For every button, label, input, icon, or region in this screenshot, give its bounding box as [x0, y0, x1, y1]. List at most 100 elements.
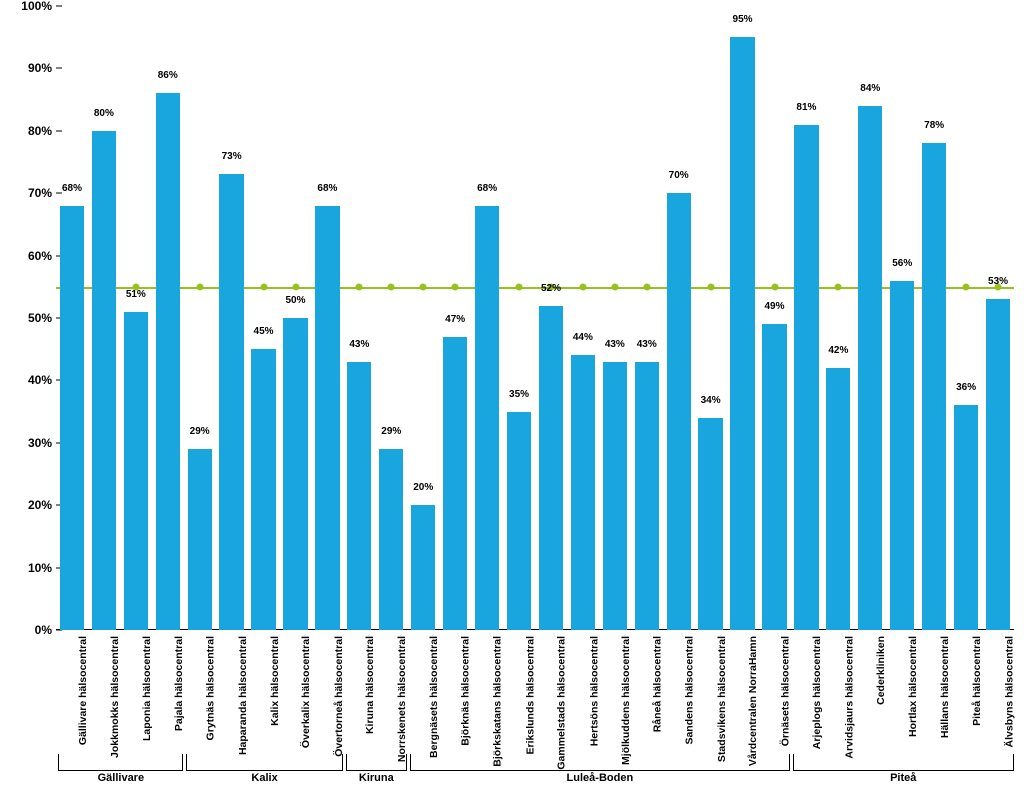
group-label: Kalix: [187, 772, 342, 784]
x-axis-labels: Gällivare hälsocentralJokkmokks hälsocen…: [56, 636, 1014, 752]
x-tick-label: Övertorneå hälsocentral: [332, 636, 344, 757]
x-tick-label: Hortlax hälsocentral: [907, 636, 919, 737]
x-tick-label: Örnäsets hälsocentral: [780, 636, 792, 746]
bar-slot: 36%: [950, 6, 982, 630]
bar-slot: 68%: [471, 6, 503, 630]
bar: [986, 299, 1010, 630]
y-tick-label: 0%: [0, 623, 52, 637]
bar-value-label: 43%: [631, 339, 663, 350]
group-label: Kiruna: [347, 772, 406, 784]
bar: [315, 206, 339, 630]
group-bracket: Piteå: [793, 754, 1014, 771]
bar: [954, 405, 978, 630]
bar-value-label: 49%: [759, 301, 791, 312]
bar-slot: 43%: [343, 6, 375, 630]
x-tick-label: Hällans hälsocentral: [939, 636, 951, 738]
y-tick-label: 90%: [0, 61, 52, 75]
group-bracket: Gällivare: [58, 754, 183, 771]
group-bracket: Luleå-Boden: [410, 754, 791, 771]
x-tick-label: Norrskenets hälsocentral: [396, 636, 408, 762]
bar-slot: 56%: [886, 6, 918, 630]
x-tick-label: Arvidsjaurs hälsocentral: [843, 636, 855, 759]
bar: [188, 449, 212, 630]
bar: [539, 306, 563, 630]
y-tick-label: 70%: [0, 186, 52, 200]
bar-slot: 81%: [790, 6, 822, 630]
bar-slot: 29%: [375, 6, 407, 630]
bar-slot: 34%: [695, 6, 727, 630]
bar-value-label: 29%: [184, 426, 216, 437]
bar-slot: 51%: [120, 6, 152, 630]
bar: [443, 337, 467, 630]
bar-value-label: 68%: [311, 183, 343, 194]
bar-slot: 29%: [184, 6, 216, 630]
bar-slot: 47%: [439, 6, 471, 630]
bar-value-label: 51%: [120, 289, 152, 300]
bar: [794, 125, 818, 630]
x-tick-label: Kiruna hälsocentral: [364, 636, 376, 734]
bar: [283, 318, 307, 630]
bar-slot: 52%: [535, 6, 567, 630]
bar: [347, 362, 371, 630]
x-tick-label: Vårdcentralen NorraHamn: [748, 636, 760, 766]
bar-value-label: 68%: [471, 183, 503, 194]
bar-value-label: 43%: [599, 339, 631, 350]
bar: [890, 281, 914, 630]
bar: [667, 193, 691, 630]
y-tick-label: 40%: [0, 373, 52, 387]
bar: [826, 368, 850, 630]
bar-slot: 70%: [663, 6, 695, 630]
bar-slot: 86%: [152, 6, 184, 630]
bar: [124, 312, 148, 630]
bar-value-label: 78%: [918, 120, 950, 131]
bar-value-label: 52%: [535, 283, 567, 294]
bar-value-label: 44%: [567, 332, 599, 343]
y-tick-label: 100%: [0, 0, 52, 13]
y-tick-label: 10%: [0, 561, 52, 575]
y-tick-label: 60%: [0, 249, 52, 263]
group-bracket: Kiruna: [346, 754, 407, 771]
bar-value-label: 36%: [950, 382, 982, 393]
bar-value-label: 68%: [56, 183, 88, 194]
bar: [571, 355, 595, 630]
bar-value-label: 42%: [822, 345, 854, 356]
x-tick-label: Grytnäs hälsocentral: [205, 636, 217, 740]
bar: [379, 449, 403, 630]
bar-value-label: 20%: [407, 482, 439, 493]
bar: [922, 143, 946, 630]
bar-value-label: 29%: [375, 426, 407, 437]
bar-value-label: 35%: [503, 389, 535, 400]
bar: [507, 412, 531, 630]
bar-slot: 43%: [599, 6, 631, 630]
group-label: Gällivare: [59, 772, 182, 784]
group-label: Piteå: [794, 772, 1013, 784]
x-tick-label: Laponia hälsocentral: [141, 636, 153, 741]
bar-slot: 80%: [88, 6, 120, 630]
y-tick-label: 80%: [0, 124, 52, 138]
bar-value-label: 47%: [439, 314, 471, 325]
x-tick-label: Gammelstads hälsocentral: [556, 636, 568, 770]
group-bracket: Kalix: [186, 754, 343, 771]
bar: [698, 418, 722, 630]
bar-slot: 78%: [918, 6, 950, 630]
x-tick-label: Bergnäsets hälsocentral: [428, 636, 440, 758]
bar-slot: 84%: [854, 6, 886, 630]
x-tick-label: Pajala hälsocentral: [173, 636, 185, 731]
x-tick-label: Erikslunds hälsocentral: [524, 636, 536, 754]
bar-value-label: 70%: [663, 170, 695, 181]
bar: [60, 206, 84, 630]
bar-value-label: 56%: [886, 258, 918, 269]
bar-slot: 44%: [567, 6, 599, 630]
bar-slot: 95%: [727, 6, 759, 630]
x-tick-label: Kalix hälsocentral: [269, 636, 281, 726]
bar-slot: 45%: [248, 6, 280, 630]
bar-value-label: 81%: [790, 102, 822, 113]
bar-value-label: 45%: [248, 326, 280, 337]
bar: [156, 93, 180, 630]
y-tick-label: 50%: [0, 311, 52, 325]
x-tick-label: Jokkmokks hälsocentral: [109, 636, 121, 758]
bar-value-label: 53%: [982, 276, 1014, 287]
bar-value-label: 84%: [854, 83, 886, 94]
bar-slot: 20%: [407, 6, 439, 630]
x-tick-label: Cederkliniken: [875, 636, 887, 705]
